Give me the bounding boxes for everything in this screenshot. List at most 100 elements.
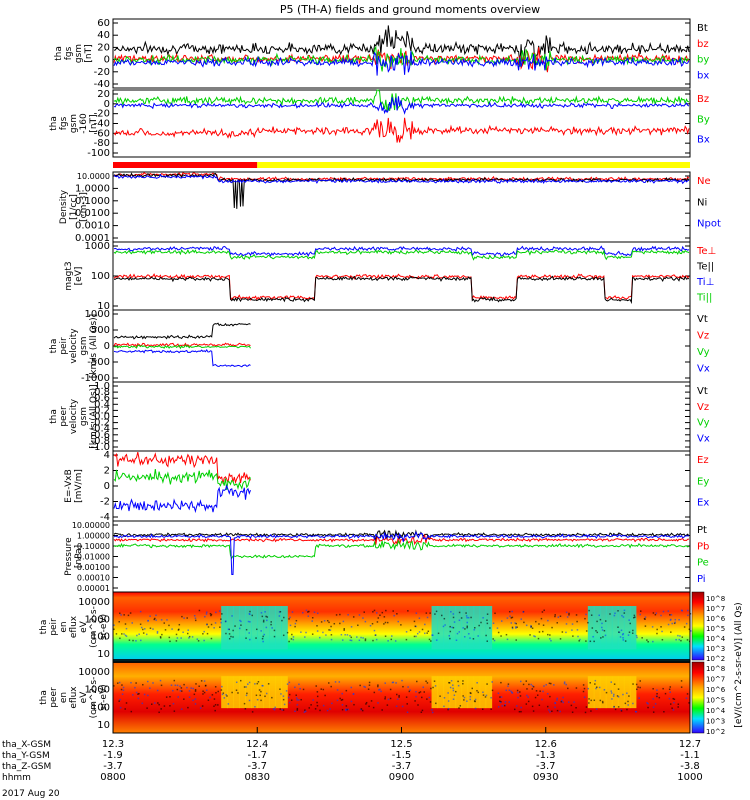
heatmap-speck <box>554 702 557 704</box>
heatmap-speck <box>302 611 304 614</box>
heatmap-speck <box>481 708 484 710</box>
heatmap-speck <box>518 710 521 713</box>
heatmap-speck <box>578 640 580 642</box>
heatmap-speck <box>320 688 323 690</box>
heatmap-speck <box>634 616 636 618</box>
heatmap-speck <box>672 697 674 700</box>
heatmap-speck <box>491 681 493 683</box>
heatmap-speck <box>247 683 249 685</box>
ytick-label: 1000 <box>85 241 110 252</box>
ylabel-line: gsm <box>79 407 89 426</box>
heatmap-speck <box>188 637 190 639</box>
heatmap-speck <box>339 613 341 616</box>
heatmap-column <box>257 606 264 650</box>
panel-frame <box>112 450 691 522</box>
heatmap-speck <box>372 639 374 642</box>
heatmap-speck <box>550 639 552 642</box>
heatmap-speck <box>322 631 324 634</box>
heatmap-speck <box>183 698 185 700</box>
heatmap-speck <box>535 690 538 692</box>
heatmap-speck <box>159 679 162 682</box>
heatmap-speck <box>363 685 365 688</box>
ylabel-line: peer <box>49 687 59 708</box>
heatmap-speck <box>345 705 348 707</box>
heatmap-speck <box>570 704 573 707</box>
ylabel-line: peer <box>59 406 69 427</box>
heatmap-speck <box>138 692 140 695</box>
heatmap-speck <box>296 697 298 699</box>
heatmap-speck <box>612 695 615 697</box>
colorbar-tick: 10^2 <box>706 728 725 736</box>
heatmap-speck <box>372 611 374 613</box>
heatmap-speck <box>443 617 446 620</box>
heatmap-speck <box>447 708 449 711</box>
heatmap-speck <box>548 682 551 685</box>
heatmap-speck <box>639 613 641 616</box>
heatmap-column <box>233 676 240 709</box>
heatmap-column <box>275 606 282 650</box>
heatmap-speck <box>135 682 137 684</box>
series-Ex <box>113 484 251 514</box>
heatmap-speck <box>563 682 566 685</box>
heatmap-speck <box>294 686 296 689</box>
colorbar-tick: 10^2 <box>706 655 725 663</box>
heatmap-speck <box>202 690 204 692</box>
heatmap-speck <box>202 633 204 635</box>
xrow-value: 12.3 <box>102 739 124 750</box>
heatmap-speck <box>205 689 208 691</box>
heatmap-speck <box>452 687 454 690</box>
heatmap-speck <box>255 637 257 639</box>
heatmap-speck <box>588 698 590 700</box>
heatmap-speck <box>652 612 655 614</box>
heatmap-speck <box>195 683 197 685</box>
heatmap-speck <box>421 696 423 699</box>
heatmap-speck <box>180 708 183 710</box>
ytick-label: 0 <box>104 99 110 110</box>
heatmap-speck <box>525 680 528 682</box>
ytick-label: -1000 <box>81 373 110 384</box>
heatmap-speck <box>279 688 281 690</box>
heatmap-column <box>281 606 288 650</box>
heatmap-speck <box>528 683 530 686</box>
legend-Vz: Vz <box>697 402 709 413</box>
ytick-label: 10 <box>97 649 110 660</box>
heatmap-speck <box>381 611 384 614</box>
heatmap-speck <box>474 698 477 701</box>
heatmap-speck <box>448 635 451 637</box>
ytick-label: 0.1000 <box>75 196 110 207</box>
legend-by: by <box>697 55 709 66</box>
heatmap-speck <box>300 698 302 701</box>
heatmap-speck <box>173 679 176 682</box>
heatmap-speck <box>459 705 462 707</box>
heatmap-speck <box>343 629 345 631</box>
heatmap-speck <box>463 635 466 638</box>
ylabel-line: [km/s (All Qs)] <box>89 314 99 378</box>
heatmap-speck <box>180 690 183 692</box>
heatmap-speck <box>180 637 182 639</box>
heatmap-speck <box>377 684 379 686</box>
heatmap-speck <box>194 617 197 620</box>
heatmap-speck <box>214 704 217 706</box>
heatmap-speck <box>146 680 149 683</box>
heatmap-speck <box>329 629 332 631</box>
colorbar-tick: 10^4 <box>706 707 726 715</box>
legend-Pt: Pt <box>697 525 707 536</box>
heatmap-speck <box>405 638 408 641</box>
heatmap-speck <box>623 612 626 614</box>
heatmap-speck <box>221 613 223 615</box>
mode-bar <box>113 162 690 168</box>
heatmap-speck <box>298 699 300 701</box>
heatmap-speck <box>469 692 472 694</box>
heatmap-speck <box>160 684 163 687</box>
heatmap-speck <box>295 619 298 622</box>
heatmap-speck <box>314 708 317 710</box>
ylabel-line: peir <box>59 337 69 355</box>
heatmap-speck <box>387 640 389 642</box>
colorbar-tick: 10^7 <box>706 676 725 684</box>
heatmap-speck <box>466 625 469 628</box>
ylabel-line: eV <box>79 691 89 704</box>
xrow-value: -3.7 <box>536 761 556 772</box>
series-Te|| <box>113 275 689 305</box>
heatmap-speck <box>264 695 266 698</box>
